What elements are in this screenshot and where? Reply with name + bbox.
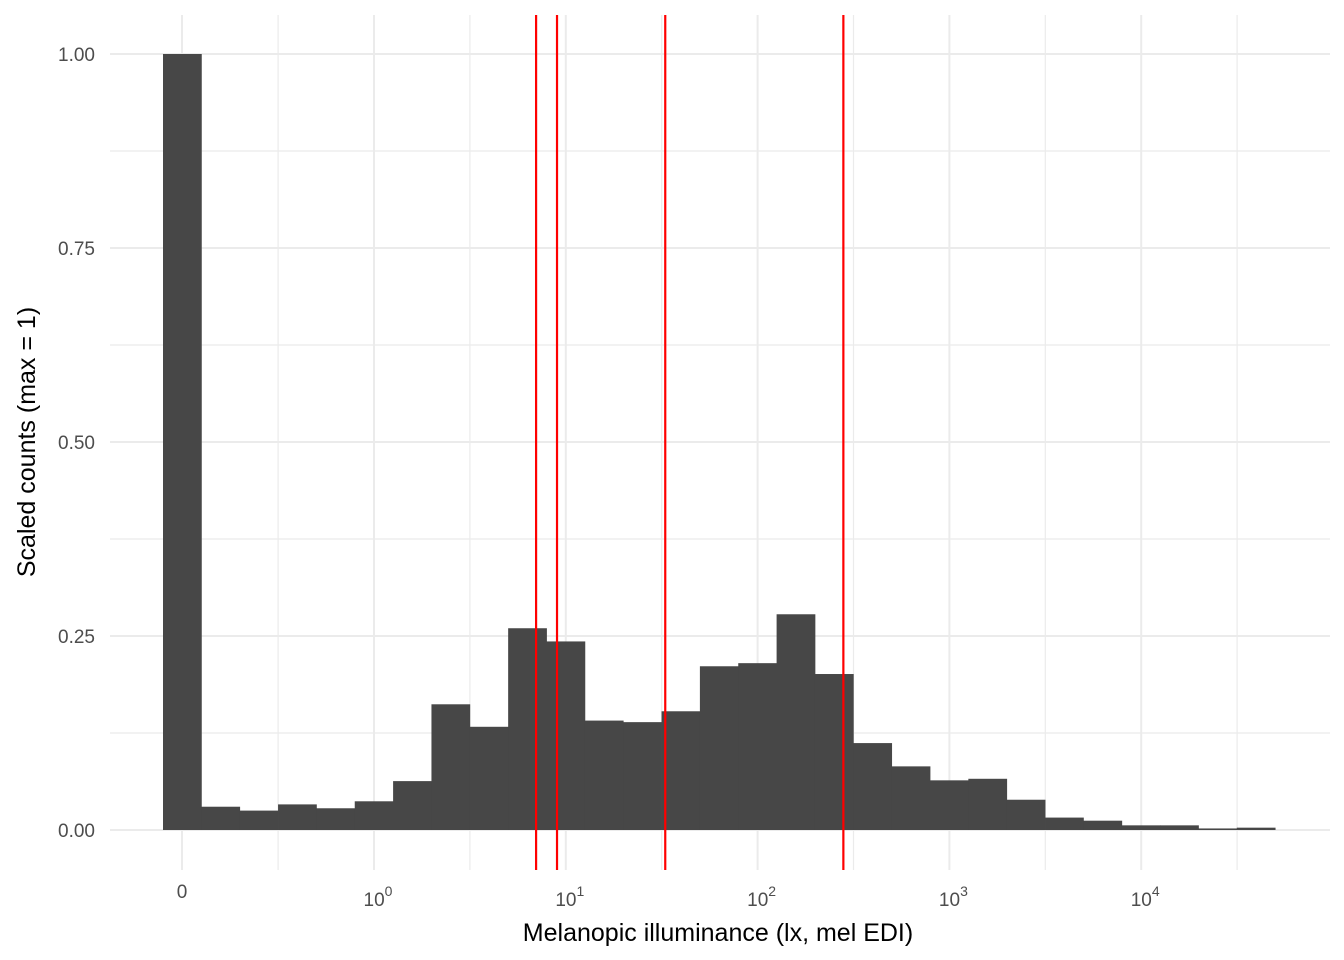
y-tick-label: 1.00 [58,45,95,66]
histogram-bar [1045,817,1084,830]
histogram-bar [1198,828,1238,830]
histogram-bar [1006,799,1046,830]
histogram-bar [546,641,586,830]
histogram-bar [278,804,317,830]
histogram-bar [1121,825,1161,830]
x-tick-exponent: 0 [385,883,393,899]
x-tick-exponent: 3 [960,883,968,899]
y-tick-label: 0.75 [58,239,95,260]
histogram-bar [316,808,356,830]
histogram-bar [968,778,1008,830]
histogram-bar [661,711,701,830]
histogram-bar [431,704,471,830]
y-axis-title: Scaled counts (max = 1) [13,307,41,577]
histogram-bar [1083,820,1123,830]
histogram-bar [930,780,969,830]
histogram-bar [508,628,547,830]
histogram-bar [201,806,241,830]
x-axis-title: Melanopic illuminance (lx, mel EDI) [523,919,913,947]
histogram-bar [239,810,279,830]
x-tick-label: 103 [939,883,968,911]
histogram-bar [623,722,662,830]
histogram-bar [738,663,777,830]
histogram-bar [163,54,202,830]
x-tick-label: 100 [364,883,393,911]
x-tick-label: 0 [177,882,188,903]
histogram-bar [393,781,432,830]
histogram-bar [1236,827,1276,830]
x-tick-exponent: 1 [576,883,584,899]
histogram-bar [853,743,893,830]
histogram-bar [776,614,816,830]
histogram-bar [699,666,739,830]
x-tick-label: 104 [1131,883,1160,911]
histogram-bar [891,766,931,830]
histogram-bar [814,674,854,830]
histogram-bar [469,726,509,830]
x-tick-label: 102 [747,883,776,911]
reference-lines [534,15,845,870]
histogram-bar [584,720,624,830]
y-axis-ticks: 0.00 0.25 0.50 0.75 1.00 [58,45,95,842]
y-tick-label: 0.50 [58,433,95,454]
histogram-bar [1160,825,1199,830]
x-tick-label: 101 [555,883,584,911]
x-axis-ticks: 0 100 101 102 103 104 [177,882,1160,911]
y-tick-label: 0.25 [58,627,95,648]
y-tick-label: 0.00 [58,821,95,842]
histogram-bar [354,801,394,830]
x-tick-exponent: 2 [768,883,776,899]
x-tick-exponent: 4 [1152,883,1160,899]
histogram-bars [163,54,1276,830]
